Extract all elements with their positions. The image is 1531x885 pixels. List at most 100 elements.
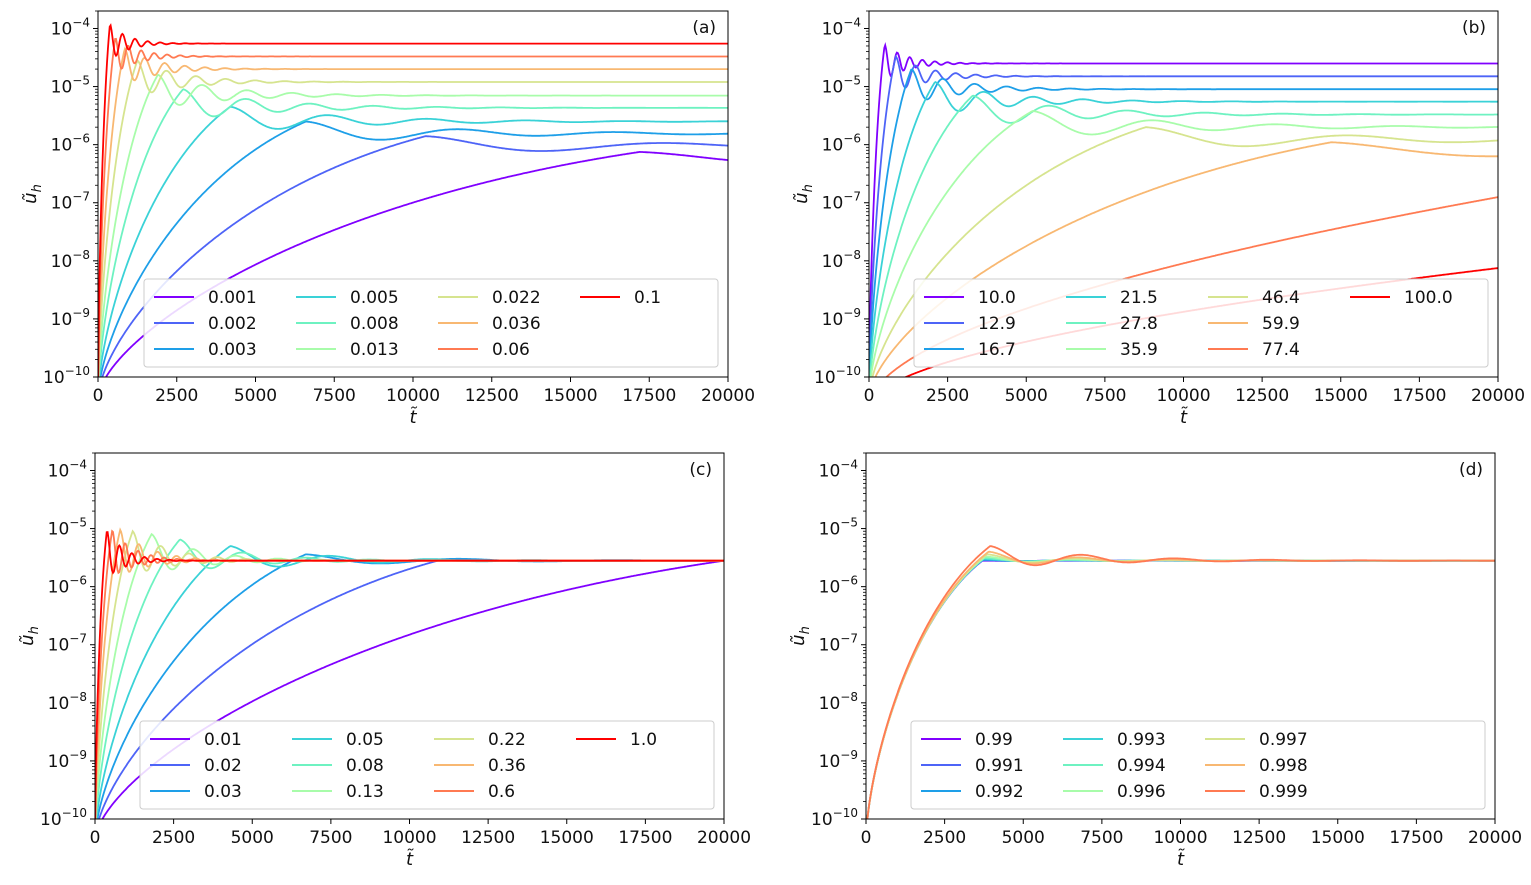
legend-label: 16.7 (978, 340, 1016, 360)
series-line-10.0 (869, 42, 1498, 377)
x-tick-label: 2500 (926, 386, 969, 406)
x-tick-label: 12500 (465, 386, 519, 406)
legend-label: 0.22 (488, 730, 526, 750)
y-axis-label: ũh (791, 184, 816, 204)
y-tick-label: 10−9 (51, 306, 90, 330)
x-tick-label: 0 (90, 828, 101, 848)
legend-label: 0.003 (208, 340, 257, 360)
x-tick-label: 10000 (386, 386, 440, 406)
y-tick-label: 10−7 (819, 632, 858, 656)
y-axis-label: ũh (788, 626, 813, 646)
legend-label: 0.03 (204, 782, 242, 802)
y-tick-label: 10−9 (822, 306, 861, 330)
legend-box (910, 720, 1486, 810)
x-tick-label: 17500 (1392, 386, 1446, 406)
y-tick-label: 10−8 (819, 690, 858, 714)
legend: 0.001 0.002 0.003 0.005 0.008 0.013 0.022 0.036… (143, 278, 719, 368)
x-axis-label: t̃ (409, 407, 418, 428)
y-tick-label: 10−6 (51, 132, 90, 156)
y-axis-label: ũh (20, 184, 45, 204)
series-line-1.0 (95, 531, 724, 819)
x-tick-label: 7500 (313, 386, 356, 406)
series-line-0.013 (98, 73, 728, 377)
x-tick-label: 0 (861, 828, 872, 848)
x-axis-label: t̃ (1177, 849, 1186, 870)
x-tick-label: 15000 (540, 828, 594, 848)
y-tick-label: 10−8 (48, 690, 87, 714)
x-tick-label: 20000 (1468, 828, 1522, 848)
x-tick-label: 15000 (543, 386, 597, 406)
legend-label: 0.99 (975, 730, 1013, 750)
y-tick-label: 10−10 (40, 806, 87, 830)
x-tick-label: 5000 (231, 828, 274, 848)
x-tick-label: 5000 (1005, 386, 1048, 406)
series-line-0.999 (866, 545, 1495, 819)
series-line-0.1 (98, 23, 728, 377)
legend-label: 0.1 (634, 288, 661, 308)
panel-c: 0 2500 5000 7500 10000 12500 15000 17500 20000 10… (17, 452, 751, 870)
y-tick-label: 10−5 (819, 516, 858, 540)
series-group (98, 23, 728, 377)
x-tick-label: 17500 (622, 386, 676, 406)
legend-label: 0.02 (204, 756, 242, 776)
series-line-27.8 (869, 94, 1498, 377)
legend-label: 0.036 (492, 314, 541, 334)
x-tick-label: 15000 (1311, 828, 1365, 848)
legend: 10.0 12.9 16.7 21.5 27.8 35.9 46.4 59.9 77.4 100.… (913, 278, 1489, 368)
x-tick-label: 17500 (618, 828, 672, 848)
y-tick-label: 10−5 (51, 74, 90, 98)
legend-label: 0.13 (346, 782, 384, 802)
x-tick-label: 10000 (382, 828, 436, 848)
legend-label: 0.005 (350, 288, 399, 308)
panel-b: 0 2500 5000 7500 10000 12500 15000 17500 20000 10… (791, 10, 1525, 428)
legend-label: 0.6 (488, 782, 515, 802)
x-tick-label: 20000 (701, 386, 755, 406)
series-group (95, 527, 724, 819)
y-tick-label: 10−10 (811, 806, 858, 830)
y-tick-label: 10−9 (819, 748, 858, 772)
x-tick-label: 7500 (1080, 828, 1123, 848)
series-line-59.9 (874, 141, 1498, 377)
legend-label: 0.002 (208, 314, 257, 334)
legend-label: 59.9 (1262, 314, 1300, 334)
legend-label: 0.994 (1117, 756, 1166, 776)
legend-label: 0.022 (492, 288, 541, 308)
x-tick-label: 2500 (152, 828, 195, 848)
series-line-0.022 (98, 59, 728, 377)
legend-box (139, 720, 715, 810)
legend-label: 12.9 (978, 314, 1016, 334)
series-line-0.008 (98, 88, 728, 377)
panel-label: (b) (1462, 18, 1486, 38)
series-line-46.4 (871, 126, 1498, 377)
legend-box (143, 278, 719, 368)
x-axis-label: t̃ (406, 849, 415, 870)
series-line-0.003 (99, 120, 728, 377)
y-tick-label: 10−6 (819, 574, 858, 598)
legend-label: 0.996 (1117, 782, 1166, 802)
legend-label: 21.5 (1120, 288, 1158, 308)
series-line-12.9 (869, 54, 1498, 377)
x-tick-label: 7500 (1083, 386, 1126, 406)
x-tick-label: 0 (93, 386, 104, 406)
x-tick-label: 15000 (1314, 386, 1368, 406)
y-tick-label: 10−7 (48, 632, 87, 656)
x-tick-label: 12500 (1235, 386, 1289, 406)
legend-label: 1.0 (630, 730, 657, 750)
series-line-35.9 (869, 110, 1498, 377)
x-tick-label: 5000 (1002, 828, 1045, 848)
legend-label: 0.001 (208, 288, 257, 308)
x-tick-label: 12500 (1232, 828, 1286, 848)
legend-label: 27.8 (1120, 314, 1158, 334)
panel-label: (c) (689, 460, 712, 480)
x-tick-label: 0 (864, 386, 875, 406)
y-tick-label: 10−6 (48, 574, 87, 598)
y-tick-label: 10−5 (48, 516, 87, 540)
series-line-0.036 (98, 46, 728, 377)
y-tick-label: 10−10 (814, 364, 861, 388)
y-axis-label: ũh (17, 626, 42, 646)
x-tick-label: 10000 (1153, 828, 1207, 848)
x-tick-label: 5000 (234, 386, 277, 406)
legend-label: 0.013 (350, 340, 399, 360)
panel-label: (a) (692, 18, 716, 38)
